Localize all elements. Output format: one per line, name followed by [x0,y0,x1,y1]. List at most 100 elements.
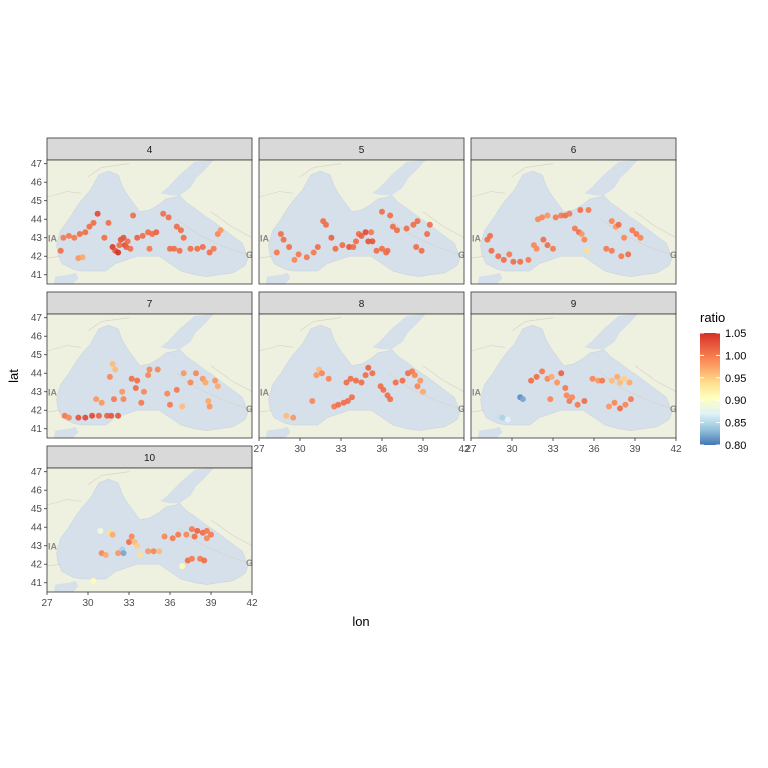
data-point [563,392,570,399]
x-tick-label: 42 [670,444,682,455]
x-tick-label: 33 [547,444,559,455]
data-point [625,251,632,258]
data-point [608,247,615,254]
x-tick-label: 39 [205,598,217,609]
x-tick-label: 30 [294,444,306,455]
data-point [138,399,145,406]
facet-points [61,361,221,421]
data-point [202,379,209,386]
data-point [90,219,97,226]
panel-border [258,159,465,285]
data-point [76,231,83,237]
data-point [109,531,116,538]
data-point [603,245,610,252]
data-point [93,396,100,403]
data-point [554,379,561,386]
svg-text:G: G [670,250,677,260]
data-point [622,401,629,408]
data-point [533,245,540,252]
legend-tick-label: 1.05 [725,328,746,340]
data-point [380,386,387,393]
data-point [169,535,176,542]
data-point [399,377,406,384]
x-tick-label: 36 [164,598,176,609]
data-point [217,227,224,234]
data-point [323,221,329,228]
data-point [65,232,72,239]
legend-tick-label: 0.80 [725,440,746,452]
data-point [627,396,634,403]
data-point [581,236,588,243]
data-point [343,379,350,386]
data-point [139,232,146,239]
data-point [111,396,117,403]
x-tick-label: 36 [588,444,600,455]
data-point [510,258,517,265]
data-point [318,370,325,377]
data-point [173,223,180,230]
data-point [86,223,93,230]
data-point [633,231,640,237]
y-tick-label: 47 [31,467,43,478]
svg-text:IA: IA [472,233,482,243]
data-point [203,527,210,534]
data-point [145,372,152,379]
data-point [167,245,173,252]
data-point [97,527,104,534]
y-tick-label: 45 [31,504,43,515]
facet-strip-label: 6 [571,145,577,156]
data-point [353,377,359,384]
data-point [132,385,139,391]
x-tick-label: 36 [376,444,388,455]
panel-border [46,159,253,285]
data-point [611,399,618,406]
data-point [369,238,376,245]
data-point [495,253,502,260]
panel-border [46,313,253,439]
y-tick-label: 43 [31,233,43,244]
data-point [348,394,355,401]
y-tick-label: 43 [31,541,43,552]
facet-points [273,208,433,263]
data-point [411,372,418,379]
data-point [127,245,134,252]
facet-panel-7: 7 IA G [46,291,253,439]
x-tick-label: 27 [41,598,53,609]
data-point [179,563,186,570]
data-point [120,396,127,403]
data-point [548,373,555,380]
svg-text:IA: IA [48,387,58,397]
color-legend: ratio 1.05 1.00 0.95 0.90 0.85 0.80 [700,310,746,452]
data-point [569,394,576,401]
data-point [214,383,221,390]
data-point [373,247,380,254]
data-point [362,229,369,236]
data-point [136,552,143,558]
x-tick-label: 30 [82,598,94,609]
x-tick-label: 42 [458,444,470,455]
y-tick-label: 47 [31,313,43,324]
data-point [626,379,633,386]
data-point [199,244,206,250]
data-point [201,557,208,564]
data-point [420,388,426,395]
data-point [286,244,293,250]
facet-points [484,207,644,265]
facet-panel-8: 8 IA G [258,291,465,439]
data-point [183,531,190,538]
data-point [90,577,97,584]
data-point [539,214,546,221]
y-tick-label: 41 [31,424,43,435]
data-point [188,526,195,533]
svg-text:G: G [246,558,253,568]
data-point [577,207,584,213]
data-point [291,256,298,263]
data-point [544,212,551,219]
data-point [608,218,615,225]
data-point [171,245,178,252]
y-tick-label: 42 [31,560,43,571]
data-point [115,249,122,256]
data-point [566,210,573,217]
data-point [71,234,78,241]
map-background: IA G [259,160,464,284]
